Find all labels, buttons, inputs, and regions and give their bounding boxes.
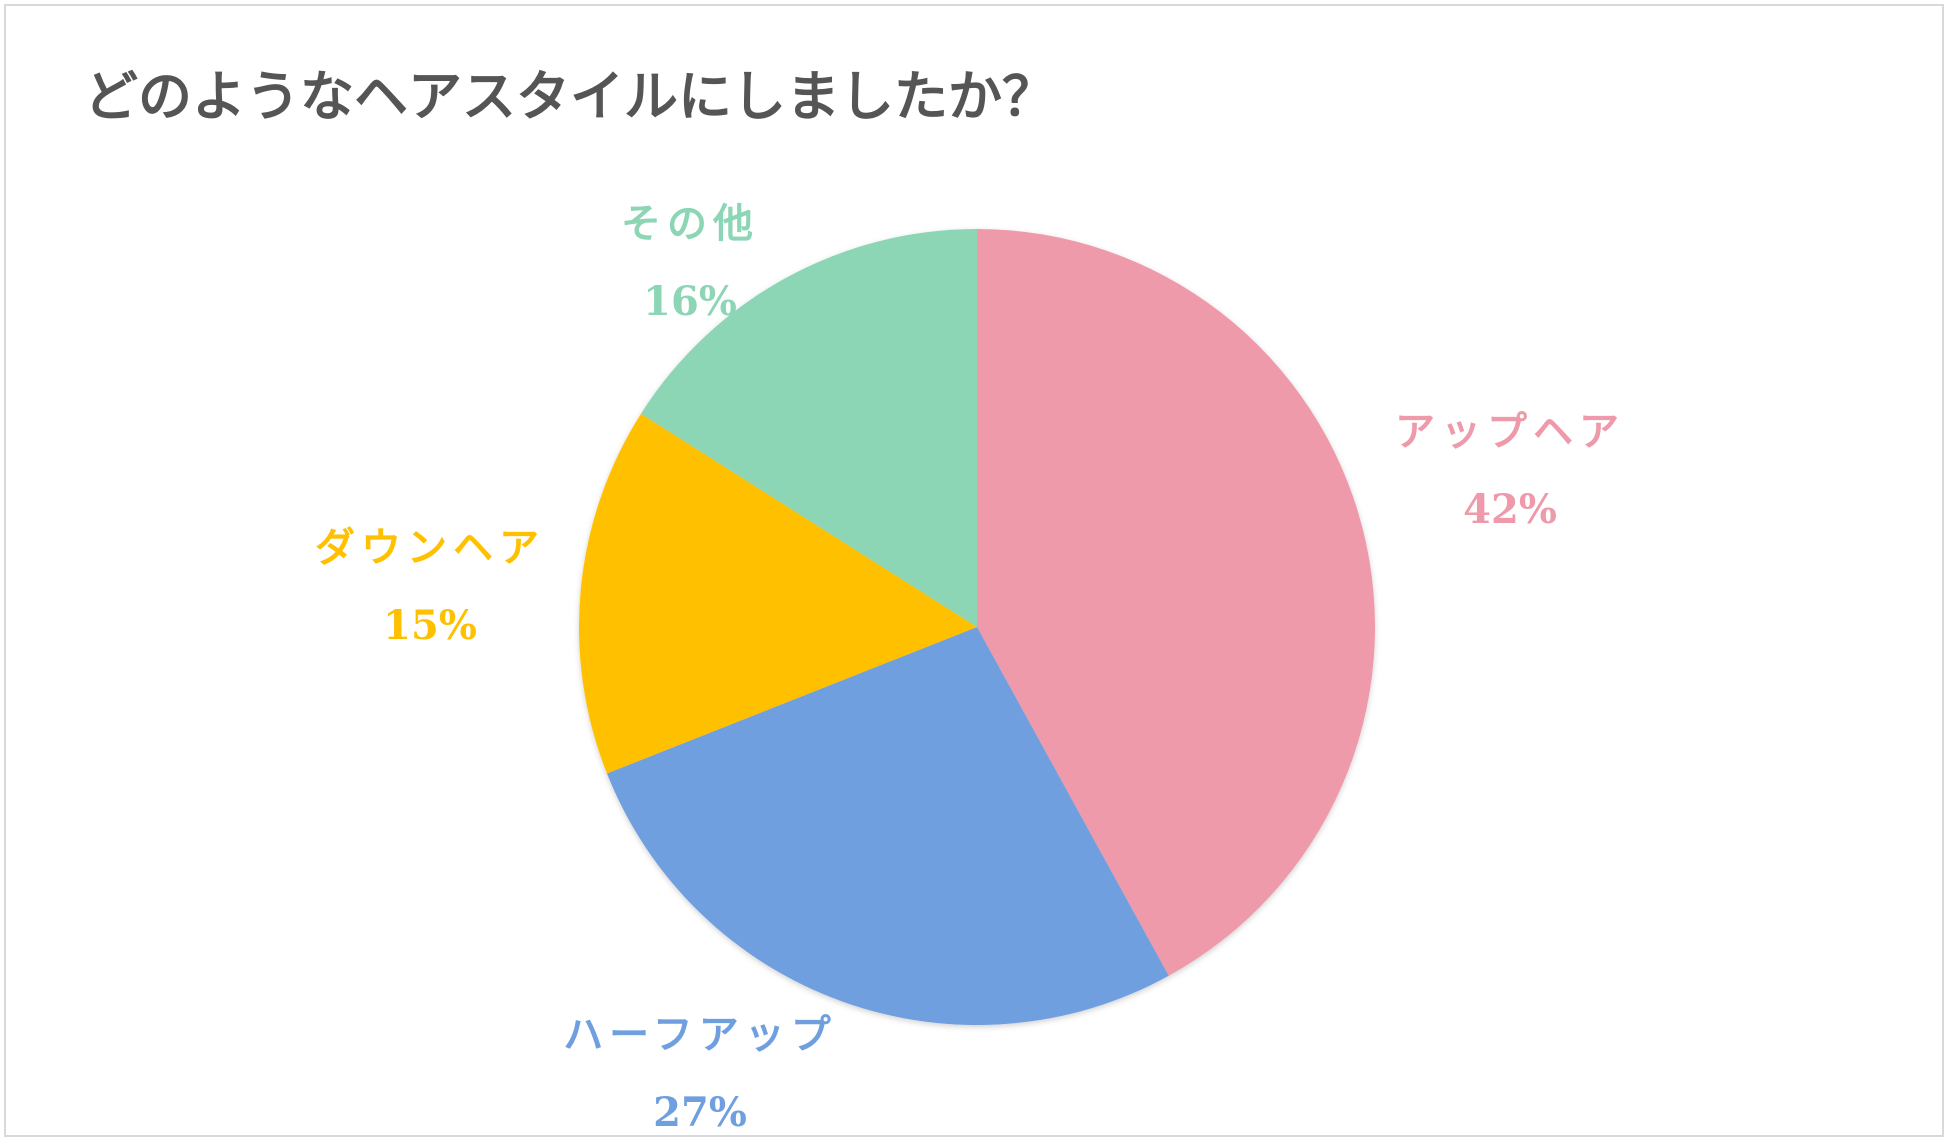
data-label-category-half-up: ハーフアップ: [563, 1011, 837, 1058]
pie-data-labels: アップヘア 42% ハーフアップ 27% ダウンヘア 15% その他 16%: [315, 200, 1625, 1136]
data-label-category-up-hair: アップヘア: [1395, 408, 1625, 455]
data-label-value-other: 16%: [643, 278, 737, 325]
data-label-category-other: その他: [621, 200, 759, 247]
data-label-value-up-hair: 42%: [1463, 486, 1557, 533]
data-label-value-half-up: 27%: [653, 1089, 747, 1136]
chart-title: どのようなヘアスタイルにしましたか？: [84, 65, 1056, 128]
pie-slice-up-hair: [977, 229, 1376, 976]
pie-slice-other: [640, 229, 977, 627]
data-label-value-down-hair: 15%: [383, 602, 477, 649]
pie-slice-down-hair: [579, 413, 977, 774]
pie-slices: [579, 229, 1376, 1025]
data-label-category-down-hair: ダウンヘア: [315, 524, 545, 571]
pie-slice-half-up: [606, 627, 1169, 1025]
